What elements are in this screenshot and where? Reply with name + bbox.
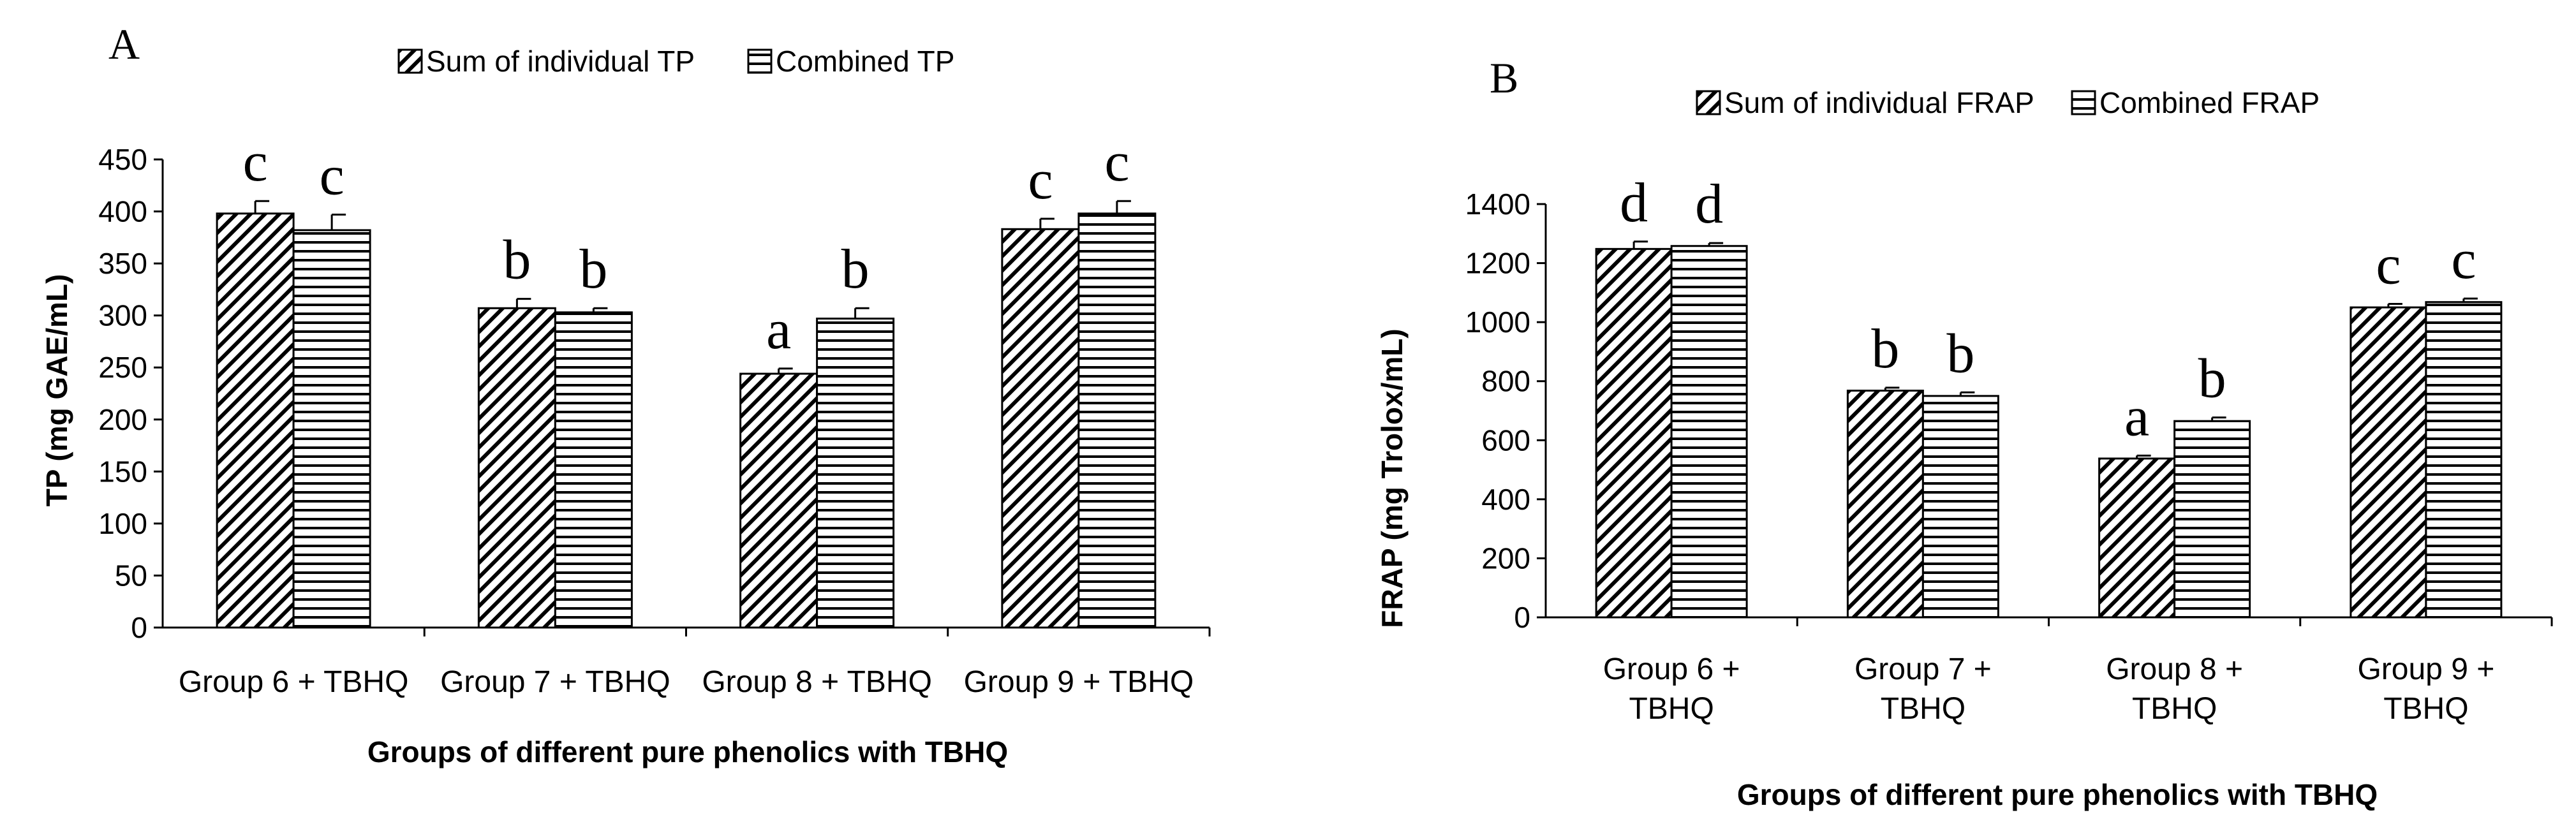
bar-combined-group-4 xyxy=(1077,212,1157,629)
panel-label-b: B xyxy=(1490,54,1518,102)
significance-letter: d xyxy=(1695,173,1723,235)
y-tick-label: 1000 xyxy=(1465,305,1530,339)
x-tick-label: TBHQ xyxy=(2132,692,2217,726)
legend-swatch-combined-tp xyxy=(747,48,773,74)
significance-letter: b xyxy=(503,230,531,291)
significance-letter: b xyxy=(579,239,607,300)
significance-letter: a xyxy=(766,299,791,361)
chart-panel-b: B Sum of individual FRAP Combined FRAP F… xyxy=(1375,54,2553,811)
bar-sum-group-3 xyxy=(2098,457,2176,619)
legend-label-sum-tp: Sum of individual TP xyxy=(426,45,695,78)
x-tick-label: Group 7 + xyxy=(1854,652,1992,686)
significance-letter: c xyxy=(2451,229,2476,291)
y-axis-b: 0 200 400 600 800 1000 1200 1400 xyxy=(1465,187,1547,634)
significance-letter: b xyxy=(1946,323,1974,385)
y-tick-label: 50 xyxy=(115,559,147,592)
significance-letter: c xyxy=(1104,131,1129,193)
chart-panel-a: A Sum of individual TP Combined TP TP (m… xyxy=(40,20,1211,768)
y-tick-label: 250 xyxy=(98,351,147,384)
significance-letter: c xyxy=(2376,234,2401,296)
legend-swatch-combined-frap xyxy=(2071,90,2096,115)
y-tick-label: 450 xyxy=(98,143,147,176)
y-axis-a: 0 50 100 150 200 250 300 350 400 450 xyxy=(98,143,164,644)
significance-letter: c xyxy=(320,145,344,207)
x-tick-label: TBHQ xyxy=(1629,692,1714,726)
x-tick-label: Group 6 + TBHQ xyxy=(179,665,409,699)
x-axis-title-b: Groups of different pure phenolics with … xyxy=(1737,778,2378,811)
bar-sum-group-1 xyxy=(1595,247,1673,619)
y-tick-label: 400 xyxy=(1481,483,1530,516)
y-tick-label: 0 xyxy=(131,611,147,644)
significance-letter: b xyxy=(1871,318,1899,380)
bar-sum-group-1 xyxy=(216,212,295,629)
legend-label-sum-frap: Sum of individual FRAP xyxy=(1724,86,2034,119)
legend-b: Sum of individual FRAP Combined FRAP xyxy=(1696,86,2320,119)
x-tick-label: Group 9 + TBHQ xyxy=(964,665,1194,699)
significance-letter: b xyxy=(841,239,870,300)
x-tick-label: Group 8 + TBHQ xyxy=(702,665,932,699)
significance-letter: c xyxy=(1028,149,1053,211)
bar-combined-group-3 xyxy=(816,318,895,629)
x-tick-label: Group 9 + xyxy=(2357,652,2494,686)
x-tick-label: Group 7 + TBHQ xyxy=(440,665,670,699)
y-tick-label: 400 xyxy=(98,195,147,228)
y-tick-label: 350 xyxy=(98,247,147,280)
x-tick-label: Group 6 + xyxy=(1603,652,1740,686)
x-axis-title-a: Groups of different pure phenolics with … xyxy=(367,735,1008,768)
x-tick-label: TBHQ xyxy=(2383,692,2468,726)
bar-combined-group-1 xyxy=(1670,245,1748,619)
y-tick-label: 200 xyxy=(98,403,147,436)
x-axis-a: Group 6 + TBHQ Group 7 + TBHQ Group 8 + TB… xyxy=(163,626,1211,699)
significance-letter: c xyxy=(243,131,268,193)
legend-swatch-sum-frap xyxy=(1696,90,1721,115)
legend-swatch-sum-tp xyxy=(397,48,423,74)
y-axis-title-a: TP (mg GAE/mL) xyxy=(40,274,73,507)
panel-label-a: A xyxy=(108,20,140,68)
significance-letter: a xyxy=(2124,386,2149,448)
y-tick-label: 150 xyxy=(98,455,147,488)
bar-sum-group-2 xyxy=(477,307,556,629)
bar-combined-group-4 xyxy=(2425,301,2503,619)
significance-letter: d xyxy=(1620,172,1648,234)
y-tick-label: 1200 xyxy=(1465,247,1530,280)
significance-letter: b xyxy=(2198,348,2226,410)
y-axis-title-b: FRAP (mg Trolox/mL) xyxy=(1375,328,1409,628)
x-axis-b: Group 6 + TBHQ Group 7 + TBHQ Group 8 + TBHQ G… xyxy=(1546,616,2553,726)
bar-sum-group-3 xyxy=(739,372,818,629)
bar-sum-group-2 xyxy=(1846,390,1924,619)
y-tick-label: 100 xyxy=(98,507,147,540)
bar-sum-group-4 xyxy=(1001,228,1080,629)
bar-combined-group-2 xyxy=(1921,395,1999,619)
legend-label-combined-tp: Combined TP xyxy=(776,45,954,78)
legend-label-combined-frap: Combined FRAP xyxy=(2099,86,2320,119)
bar-combined-group-2 xyxy=(554,311,633,629)
bar-combined-group-3 xyxy=(2173,420,2251,619)
y-tick-label: 600 xyxy=(1481,423,1530,457)
y-tick-label: 0 xyxy=(1514,601,1530,634)
y-tick-label: 800 xyxy=(1481,365,1530,398)
x-tick-label: TBHQ xyxy=(1881,692,1965,726)
legend-a: Sum of individual TP Combined TP xyxy=(397,45,954,78)
y-tick-label: 200 xyxy=(1481,541,1530,575)
bar-combined-group-1 xyxy=(292,229,371,629)
x-tick-label: Group 8 + xyxy=(2106,652,2243,686)
y-tick-label: 1400 xyxy=(1465,187,1530,221)
y-tick-label: 300 xyxy=(98,299,147,332)
bar-sum-group-4 xyxy=(2350,306,2427,619)
